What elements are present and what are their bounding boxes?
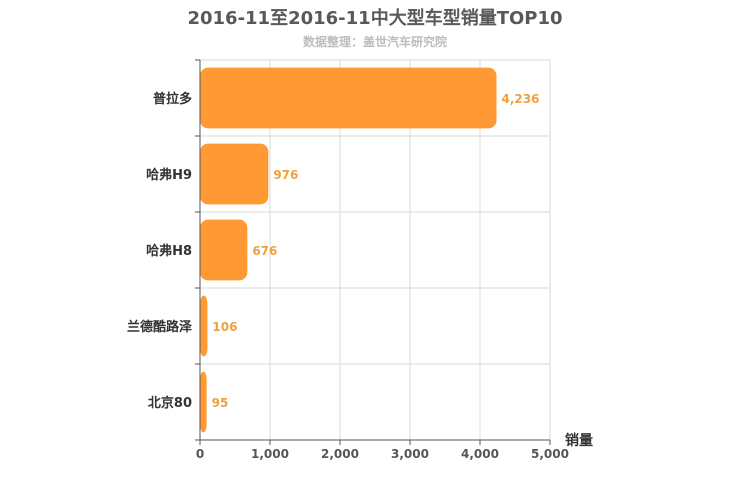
- x-tick-label: 0: [196, 447, 204, 461]
- x-tick-label: 1,000: [251, 447, 289, 461]
- data-label: 95: [212, 396, 229, 410]
- chart-title: 2016-11至2016-11中大型车型销量TOP10: [187, 8, 563, 29]
- category-label: 北京80: [148, 395, 192, 411]
- x-tick-label: 5,000: [531, 447, 569, 461]
- bar: [200, 67, 497, 129]
- chart-subtitle: 数据整理：盖世汽车研究院: [302, 35, 447, 49]
- data-label: 4,236: [502, 92, 540, 106]
- x-tick-label: 2,000: [321, 447, 359, 461]
- bar: [200, 219, 248, 281]
- x-tick-label: 3,000: [391, 447, 429, 461]
- x-axis-label: 销量: [565, 432, 593, 449]
- bars: [200, 67, 497, 433]
- category-label: 哈弗H8: [146, 243, 192, 259]
- data-label: 106: [212, 320, 237, 334]
- bar: [200, 143, 269, 205]
- category-label: 兰德酷路泽: [127, 319, 193, 335]
- labels: 普拉多 4,236 哈弗H9 976 哈弗H8 676 兰德酷路泽 106 北京80 95: [127, 91, 540, 411]
- data-label: 976: [273, 168, 298, 182]
- axes: 0 1,000 2,000 3,000 4,000 5,000: [195, 59, 569, 461]
- bar: [200, 371, 207, 433]
- x-tick-label: 4,000: [461, 447, 499, 461]
- bar: [200, 295, 208, 357]
- category-label: 普拉多: [153, 91, 192, 107]
- category-label: 哈弗H9: [146, 167, 192, 183]
- data-label: 676: [252, 244, 277, 258]
